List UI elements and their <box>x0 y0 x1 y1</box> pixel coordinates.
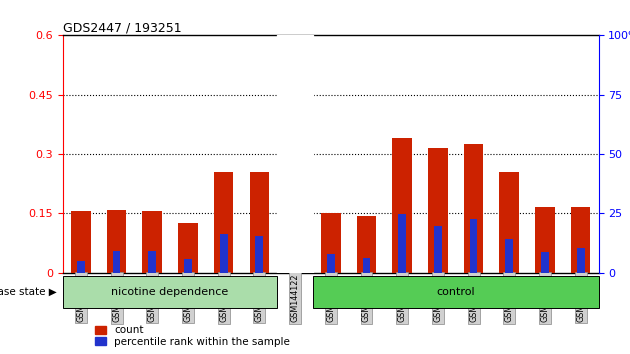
Bar <box>113 251 120 273</box>
Bar <box>464 144 483 273</box>
Bar <box>63 276 277 308</box>
Text: GSM144128: GSM144128 <box>505 274 513 322</box>
Bar <box>106 210 127 273</box>
Bar <box>541 252 549 273</box>
Bar <box>505 239 513 273</box>
Text: GSM144124: GSM144124 <box>362 274 371 322</box>
Bar <box>321 213 341 273</box>
Bar <box>576 248 585 273</box>
Bar <box>255 236 263 273</box>
Bar <box>291 257 299 273</box>
Bar <box>313 276 598 308</box>
Bar <box>178 223 198 273</box>
Bar <box>184 259 192 273</box>
Text: GSM144123: GSM144123 <box>326 274 335 322</box>
Bar <box>71 211 91 273</box>
Text: GSM144136: GSM144136 <box>255 274 264 322</box>
Bar <box>392 138 412 273</box>
Bar <box>357 216 376 273</box>
Bar <box>220 234 227 273</box>
Text: control: control <box>437 287 475 297</box>
Bar <box>249 172 269 273</box>
Text: GSM144130: GSM144130 <box>576 274 585 322</box>
Bar <box>535 207 555 273</box>
Bar <box>285 216 305 273</box>
Text: GSM144135: GSM144135 <box>219 274 228 322</box>
Text: GSM144134: GSM144134 <box>183 274 192 322</box>
Text: GSM144122: GSM144122 <box>290 274 299 322</box>
Bar <box>214 172 234 273</box>
Text: GSM144126: GSM144126 <box>433 274 442 322</box>
Bar <box>434 226 442 273</box>
Text: nicotine dependence: nicotine dependence <box>112 287 229 297</box>
Bar <box>327 253 335 273</box>
Bar <box>362 258 370 273</box>
Text: GSM144131: GSM144131 <box>76 274 85 322</box>
Text: GSM144127: GSM144127 <box>469 274 478 322</box>
Text: disease state ▶: disease state ▶ <box>0 287 57 297</box>
Bar <box>148 251 156 273</box>
Legend: count, percentile rank within the sample: count, percentile rank within the sample <box>93 323 292 349</box>
Text: GSM144132: GSM144132 <box>112 274 121 322</box>
Bar <box>142 211 162 273</box>
Bar <box>469 219 478 273</box>
Bar <box>428 148 448 273</box>
Bar <box>277 35 313 273</box>
Bar <box>77 261 85 273</box>
Bar <box>398 214 406 273</box>
Text: GSM144129: GSM144129 <box>541 274 549 322</box>
Bar <box>571 207 590 273</box>
Text: GSM144125: GSM144125 <box>398 274 406 322</box>
Bar <box>500 172 519 273</box>
Text: GDS2447 / 193251: GDS2447 / 193251 <box>63 21 181 34</box>
Text: GSM144133: GSM144133 <box>148 274 157 322</box>
